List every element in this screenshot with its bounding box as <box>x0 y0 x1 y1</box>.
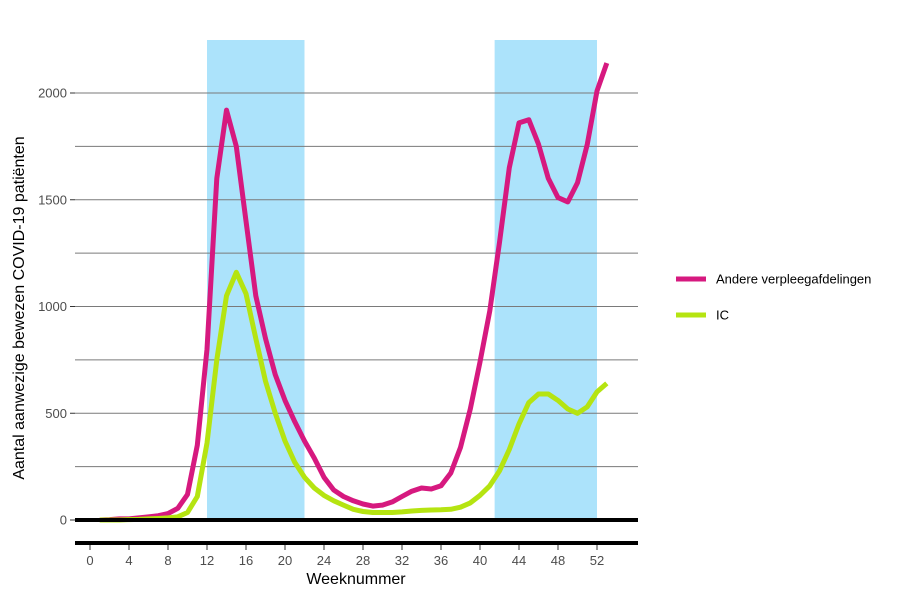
legend-label-1: Andere verpleegafdelingen <box>716 272 871 287</box>
x-tick-label-24: 24 <box>317 553 331 568</box>
y-tick-label-1500: 1500 <box>38 192 67 207</box>
x-tick-label-0: 0 <box>86 553 93 568</box>
x-tick-label-8: 8 <box>164 553 171 568</box>
y-axis-ticks: 0 500 1000 1500 2000 <box>38 86 75 528</box>
x-tick-label-16: 16 <box>239 553 253 568</box>
y-tick-label-2000: 2000 <box>38 86 67 101</box>
series-line-2 <box>99 269 609 523</box>
baselines <box>75 518 638 545</box>
x-tick-label-20: 20 <box>278 553 292 568</box>
x-tick-label-40: 40 <box>473 553 487 568</box>
x-tick-label-28: 28 <box>356 553 370 568</box>
y-tick-label-1000: 1000 <box>38 299 67 314</box>
series-line-1 <box>99 62 610 523</box>
x-axis-ticks: 0 4 8 12 16 20 24 28 32 36 40 44 48 52 <box>86 545 604 568</box>
x-tick-label-32: 32 <box>395 553 409 568</box>
legend-label-2: IC <box>716 308 729 323</box>
y-tick-label-500: 500 <box>45 406 67 421</box>
shaded-periods <box>207 40 597 520</box>
gridlines <box>75 92 638 468</box>
x-axis-title: Weeknummer <box>306 571 406 588</box>
x-tick-label-48: 48 <box>551 553 565 568</box>
x-tick-label-12: 12 <box>200 553 214 568</box>
x-tick-label-44: 44 <box>512 553 526 568</box>
x-tick-label-4: 4 <box>125 553 132 568</box>
series-lines <box>99 62 610 523</box>
y-axis-title: Aantal aanwezige bewezen COVID-19 patiën… <box>11 136 28 479</box>
y-tick-label-0: 0 <box>60 513 67 528</box>
x-tick-label-52: 52 <box>590 553 604 568</box>
x-tick-label-36: 36 <box>434 553 448 568</box>
legend: Andere verpleegafdelingen IC <box>676 272 871 323</box>
